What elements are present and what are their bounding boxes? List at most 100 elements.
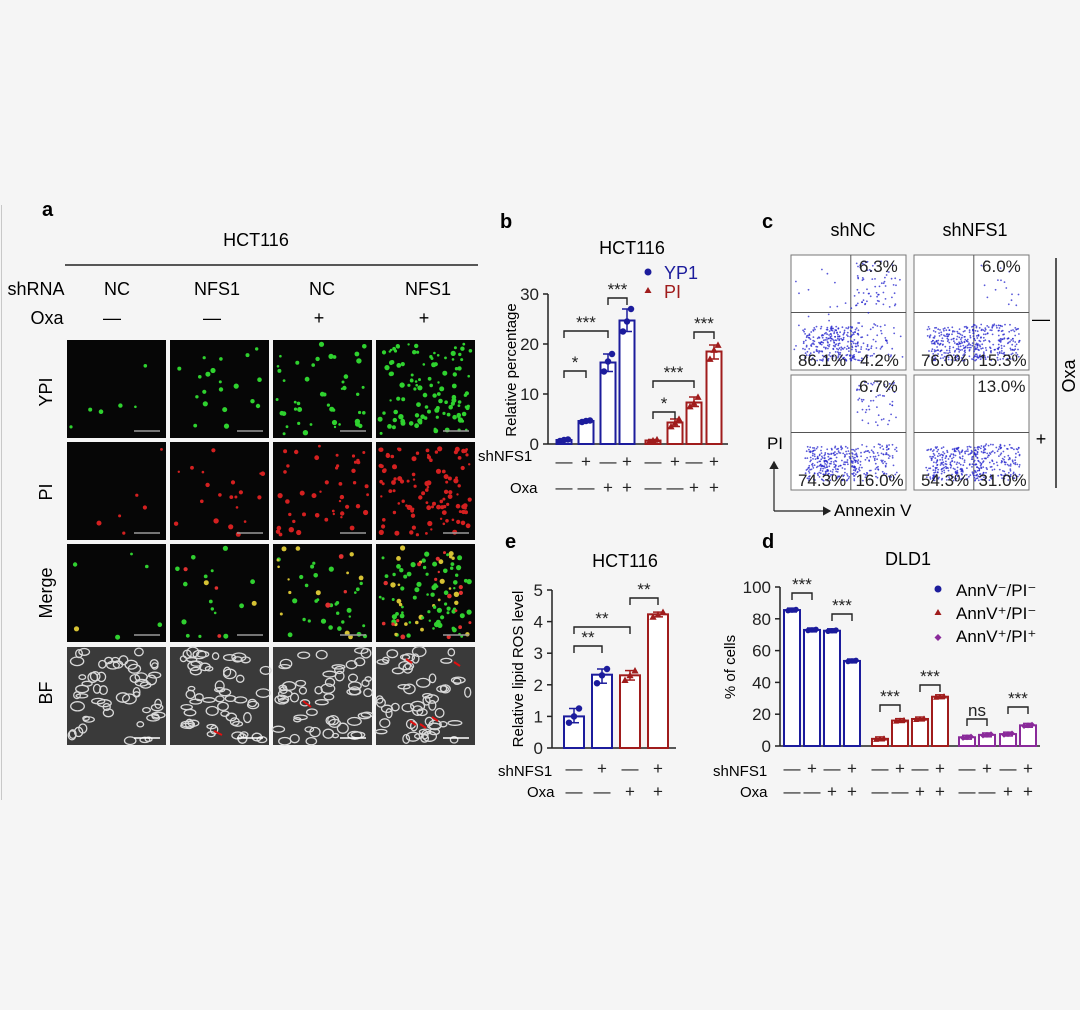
flow-event xyxy=(973,460,975,463)
row-label-pi: PI xyxy=(36,483,56,500)
flow-event xyxy=(934,356,937,359)
flow-event xyxy=(996,351,999,354)
bf-cell-outline xyxy=(206,723,217,730)
flow-event xyxy=(862,260,865,263)
cell-dot xyxy=(437,570,440,574)
cell-dot xyxy=(157,622,163,627)
flow-event xyxy=(854,468,857,471)
flow-event xyxy=(829,470,832,472)
flow-event xyxy=(946,335,948,338)
flow-event xyxy=(982,340,985,342)
cell-dot xyxy=(424,405,429,409)
bf-cell-outline xyxy=(379,718,391,729)
flow-event xyxy=(841,459,843,462)
flow-event xyxy=(849,340,852,342)
flow-event xyxy=(814,479,816,481)
flow-event xyxy=(821,457,824,459)
flow-event xyxy=(809,446,812,449)
bar-dld1-series3-4 xyxy=(1019,724,1037,748)
cell-dot xyxy=(415,451,420,455)
cell-dot xyxy=(210,607,214,611)
flow-event xyxy=(858,397,861,400)
bf-arrow xyxy=(453,661,461,667)
cell-dot xyxy=(202,356,206,360)
flow-event xyxy=(835,456,838,459)
cell-dot xyxy=(424,551,430,557)
bar-yp1-4 xyxy=(618,319,636,445)
bf-cell-outline xyxy=(144,736,153,743)
bf-cell-outline xyxy=(150,711,166,719)
flow-event xyxy=(883,280,886,283)
cell-dot xyxy=(322,392,327,397)
bf-cell-outline xyxy=(121,693,137,705)
legend-pi-marker xyxy=(644,287,652,293)
flow-event xyxy=(862,358,865,360)
flow-event xyxy=(930,340,933,343)
flow-event xyxy=(901,356,904,358)
bf-arrow xyxy=(302,700,312,708)
data-point xyxy=(793,606,799,613)
cell-dot xyxy=(115,634,121,640)
flow-event xyxy=(964,345,967,348)
shnfs1-sign: — xyxy=(824,759,841,778)
flow-event xyxy=(859,460,862,463)
cell-dot xyxy=(457,404,461,407)
flow-event xyxy=(999,324,1002,327)
flow-event xyxy=(866,334,869,337)
flow-event xyxy=(851,348,853,351)
cell-dot xyxy=(329,406,335,412)
cell-dot xyxy=(233,383,239,389)
flow-event xyxy=(950,464,953,467)
flow-event xyxy=(881,394,884,397)
cell-dot xyxy=(410,513,416,518)
flow-event xyxy=(973,346,976,348)
cell-dot xyxy=(210,569,214,573)
flow-event xyxy=(971,463,974,466)
flow-event xyxy=(824,473,826,476)
cell-dot xyxy=(255,347,259,351)
bf-cell-outline xyxy=(289,692,300,703)
flow-event xyxy=(936,459,939,462)
flow-event xyxy=(808,334,811,337)
flow-event xyxy=(838,335,841,338)
flow-event xyxy=(865,408,868,411)
significance-bracket xyxy=(563,330,609,338)
bf-cell-outline xyxy=(364,676,372,682)
flow-event xyxy=(868,408,871,411)
cell-dot xyxy=(401,397,406,402)
flow-event xyxy=(932,353,935,355)
flow-event xyxy=(996,326,998,329)
flow-event xyxy=(1003,353,1006,356)
bf-cell-outline xyxy=(224,694,237,703)
cell-dot xyxy=(397,476,403,482)
flow-event xyxy=(893,292,896,295)
cell-dot xyxy=(453,450,458,455)
flow-event xyxy=(836,448,838,451)
flow-event xyxy=(877,414,880,417)
flow-event xyxy=(1006,463,1009,466)
flow-event xyxy=(981,458,983,460)
flow-event xyxy=(1003,281,1006,283)
flow-event xyxy=(816,350,819,353)
flow-event xyxy=(951,473,953,476)
flow-event xyxy=(974,347,977,350)
cell-dot xyxy=(217,634,222,638)
flow-event xyxy=(929,455,931,458)
flow-event xyxy=(989,477,992,479)
flow-event xyxy=(1001,338,1003,340)
flow-event xyxy=(986,456,989,458)
flow-event xyxy=(832,468,834,471)
significance-label: ns xyxy=(968,701,986,720)
flow-event xyxy=(936,446,939,448)
cell-dot xyxy=(340,516,343,519)
flow-event xyxy=(1016,353,1019,356)
flow-event xyxy=(1000,447,1002,449)
flow-event xyxy=(884,337,887,339)
flow-event xyxy=(977,448,980,451)
flow-event xyxy=(852,331,855,334)
flow-event xyxy=(857,322,859,324)
cell-dot xyxy=(288,512,292,517)
data-point xyxy=(631,666,639,674)
flow-event xyxy=(939,464,942,466)
flow-event xyxy=(1003,458,1005,461)
